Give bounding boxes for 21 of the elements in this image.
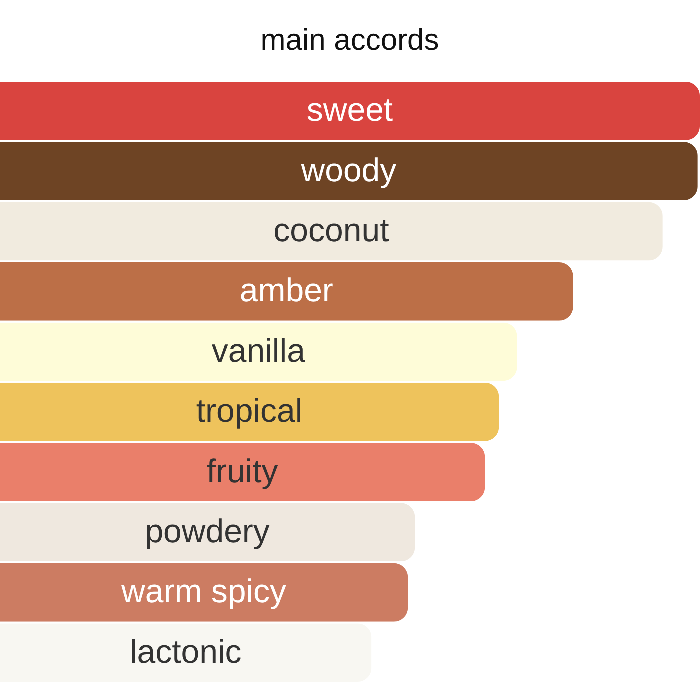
y-tick-label: coconut — [274, 212, 390, 249]
y-tick-label: warm spicy — [120, 572, 288, 610]
bar — [0, 262, 574, 321]
y-tick-label: woody — [300, 151, 398, 188]
bar — [0, 142, 698, 201]
bar — [0, 82, 700, 140]
bar — [0, 443, 486, 502]
chart-title: main accords — [260, 24, 440, 57]
y-tick-label: lactonic — [130, 632, 242, 670]
bar — [0, 202, 663, 261]
bar — [0, 503, 416, 562]
bar — [0, 382, 500, 442]
bar — [0, 624, 372, 682]
y-tick-label: sweet — [306, 91, 394, 128]
y-tick-label: tropical — [196, 392, 303, 430]
bar — [0, 322, 518, 382]
y-tick-label: vanilla — [212, 332, 306, 369]
y-tick-label: fruity — [206, 452, 279, 490]
bar — [0, 563, 408, 622]
y-tick-label: powdery — [145, 512, 270, 550]
y-tick-label: amber — [240, 272, 334, 309]
